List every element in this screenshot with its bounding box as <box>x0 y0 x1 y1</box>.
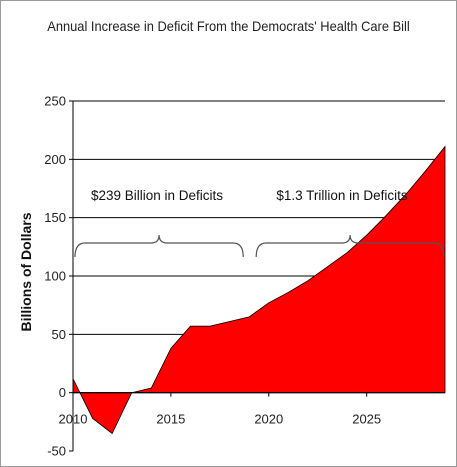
x-tick-label: 2010 <box>59 412 88 427</box>
x-tick-label: 2025 <box>352 412 381 427</box>
area-series <box>72 145 446 435</box>
x-tick-label: 2015 <box>156 412 185 427</box>
y-tick-label: 50 <box>52 327 66 342</box>
y-tick-label: 250 <box>44 94 66 109</box>
y-tick-label: 150 <box>44 210 66 225</box>
annotation-brace <box>74 234 244 258</box>
y-tick-label: 0 <box>59 385 66 400</box>
annotation-brace <box>255 234 445 258</box>
x-tick-label: 2020 <box>254 412 283 427</box>
y-tick-label: -50 <box>47 444 66 459</box>
annotation-label: $1.3 Trillion in Deficits <box>276 188 408 203</box>
y-tick-label: 100 <box>44 269 66 284</box>
chart-title: Annual Increase in Deficit From the Demo… <box>47 18 410 34</box>
y-tick-label: 200 <box>44 152 66 167</box>
annotation-label: $239 Billion in Deficits <box>91 188 223 203</box>
